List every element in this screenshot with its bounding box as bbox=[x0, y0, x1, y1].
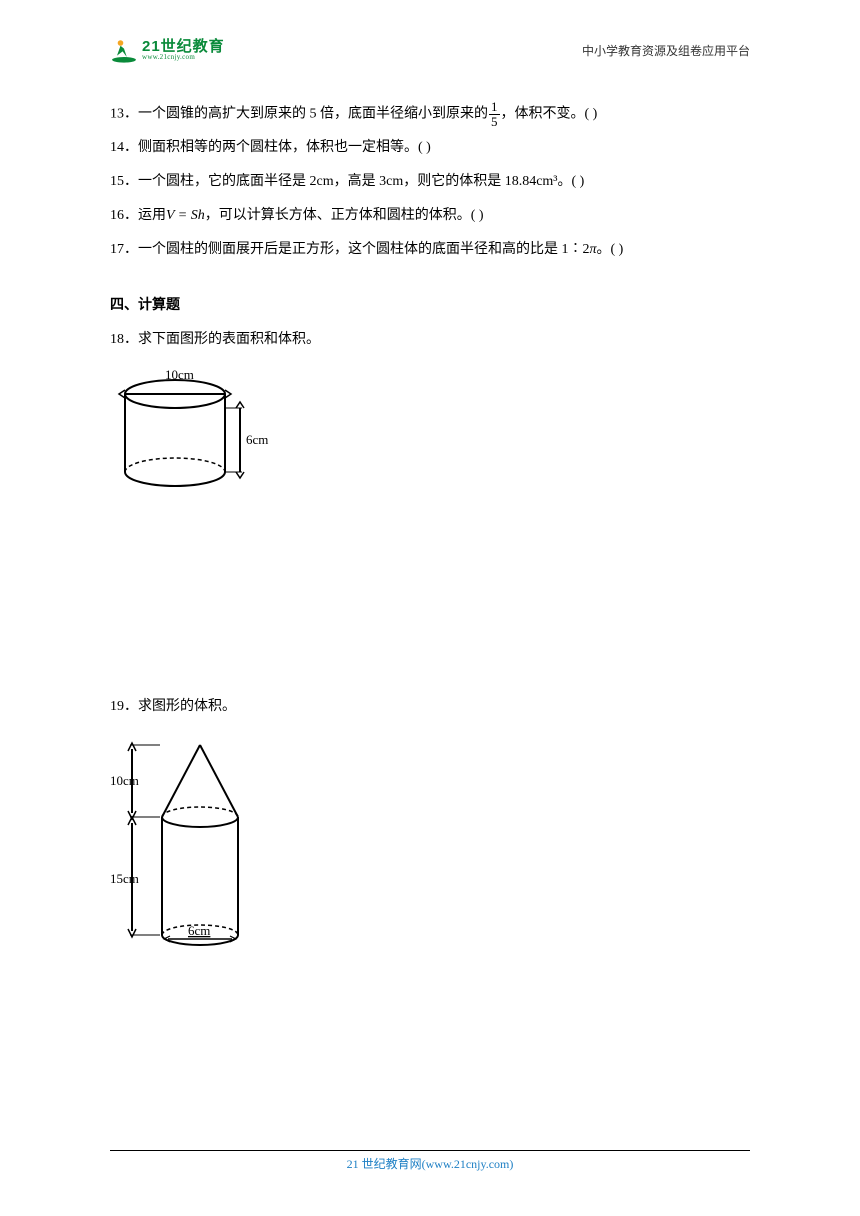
cylinder-svg: 10cm 6cm bbox=[110, 364, 270, 502]
question-18: 18．求下面图形的表面积和体积。 bbox=[110, 326, 750, 354]
q16-pre: 16．运用 bbox=[110, 208, 166, 223]
cylinder-side-label: 6cm bbox=[246, 432, 268, 447]
q13-num: 13 bbox=[110, 106, 124, 121]
q13-pre: ．一个圆锥的高扩大到原来的 5 倍，底面半径缩小到原来的 bbox=[124, 106, 488, 121]
figure-cone-cylinder: 10cm 15cm 6cm bbox=[110, 731, 750, 980]
q13-post: ，体积不变。( ) bbox=[501, 106, 598, 121]
question-19: 19．求图形的体积。 bbox=[110, 693, 750, 721]
footer-text: 21 世纪教育网(www.21cnjy.com) bbox=[347, 1157, 514, 1171]
q17-pi: π bbox=[590, 242, 597, 257]
question-16: 16．运用V = Sh，可以计算长方体、正方体和圆柱的体积。( ) bbox=[110, 202, 750, 230]
question-17: 17．一个圆柱的侧面展开后是正方形，这个圆柱体的底面半径和高的比是 1∶2π。(… bbox=[110, 236, 750, 264]
q17-pre: 17．一个圆柱的侧面展开后是正方形，这个圆柱体的底面半径和高的比是 1∶2 bbox=[110, 242, 590, 257]
question-13: 13．一个圆锥的高扩大到原来的 5 倍，底面半径缩小到原来的15，体积不变。( … bbox=[110, 100, 750, 128]
base-label: 6cm bbox=[188, 923, 210, 938]
page-footer: 21 世纪教育网(www.21cnjy.com) bbox=[110, 1150, 750, 1172]
logo-text: 21世纪教育 www.21cnjy.com bbox=[142, 39, 225, 61]
q16-formula: V = Sh bbox=[166, 208, 205, 223]
cylinder-top-label: 10cm bbox=[165, 367, 194, 382]
q17-post: 。( ) bbox=[597, 242, 624, 257]
page-header: 21世纪教育 www.21cnjy.com 中小学教育资源及组卷应用平台 bbox=[110, 30, 750, 70]
fraction-1-5: 15 bbox=[489, 100, 500, 128]
frac-num: 1 bbox=[489, 100, 500, 114]
cyl-height-label: 15cm bbox=[110, 871, 139, 886]
question-15: 15．一个圆柱，它的底面半径是 2cm，高是 3cm，则它的体积是 18.84c… bbox=[110, 168, 750, 196]
frac-den: 5 bbox=[489, 114, 500, 129]
logo-icon bbox=[110, 36, 138, 64]
cone-height-label: 10cm bbox=[110, 773, 139, 788]
figure-cylinder: 10cm 6cm bbox=[110, 364, 750, 513]
header-right-text: 中小学教育资源及组卷应用平台 bbox=[582, 42, 750, 59]
logo-sub-text: www.21cnjy.com bbox=[142, 54, 225, 61]
content-area: 13．一个圆锥的高扩大到原来的 5 倍，底面半径缩小到原来的15，体积不变。( … bbox=[110, 100, 750, 1020]
logo-main-text: 21世纪教育 bbox=[142, 39, 225, 54]
spacer bbox=[110, 553, 750, 693]
question-14: 14．侧面积相等的两个圆柱体，体积也一定相等。( ) bbox=[110, 134, 750, 162]
cone-cylinder-svg: 10cm 15cm 6cm bbox=[110, 731, 270, 969]
logo: 21世纪教育 www.21cnjy.com bbox=[110, 36, 225, 64]
section-4-title: 四、计算题 bbox=[110, 292, 750, 320]
q16-post: ，可以计算长方体、正方体和圆柱的体积。( ) bbox=[205, 208, 484, 223]
